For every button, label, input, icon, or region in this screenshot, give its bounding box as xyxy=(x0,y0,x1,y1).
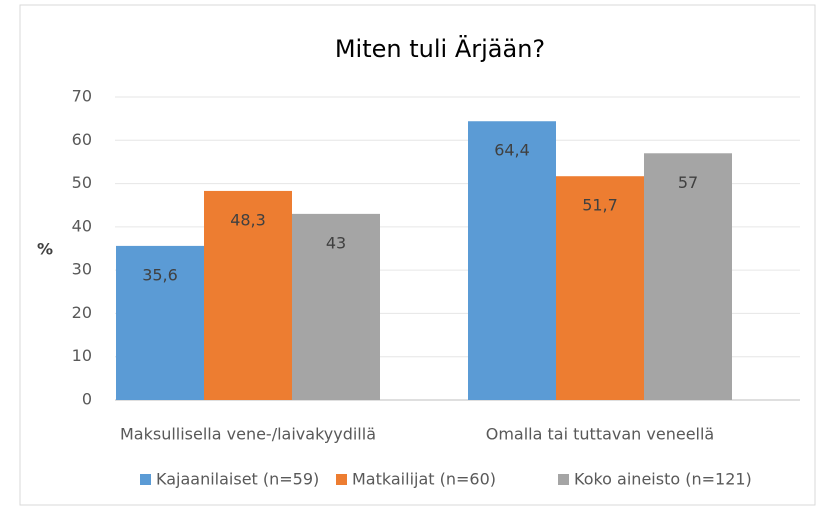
bar xyxy=(644,153,732,400)
bar xyxy=(292,213,380,400)
y-tick-label: 40 xyxy=(72,216,92,235)
y-tick-label: 50 xyxy=(72,173,92,192)
y-tick-label: 30 xyxy=(72,260,92,279)
data-label: 64,4 xyxy=(494,141,530,160)
y-tick-label: 60 xyxy=(72,130,92,149)
legend-label: Kajaanilaiset (n=59) xyxy=(156,470,319,489)
y-tick-label: 0 xyxy=(82,390,92,409)
data-label: 43 xyxy=(326,233,346,252)
bar xyxy=(556,176,644,400)
data-label: 35,6 xyxy=(142,265,178,284)
legend-label: Matkailijat (n=60) xyxy=(352,470,496,489)
y-axis-label: % xyxy=(37,240,53,259)
y-tick-label: 20 xyxy=(72,303,92,322)
chart-title: Miten tuli Ärjään? xyxy=(335,34,545,63)
x-tick-label: Maksullisella vene-/laivakyydillä xyxy=(120,425,376,444)
legend-label: Koko aineisto (n=121) xyxy=(574,470,752,489)
data-label: 51,7 xyxy=(582,196,618,215)
data-label: 48,3 xyxy=(230,210,266,229)
bar xyxy=(116,245,204,400)
x-tick-label: Omalla tai tuttavan veneellä xyxy=(486,425,714,444)
legend-swatch xyxy=(558,474,569,485)
bar xyxy=(204,190,292,400)
y-tick-label: 70 xyxy=(72,87,92,106)
data-label: 57 xyxy=(678,173,698,192)
legend-swatch xyxy=(336,474,347,485)
y-tick-label: 10 xyxy=(72,346,92,365)
legend-swatch xyxy=(140,474,151,485)
bar xyxy=(468,121,556,401)
